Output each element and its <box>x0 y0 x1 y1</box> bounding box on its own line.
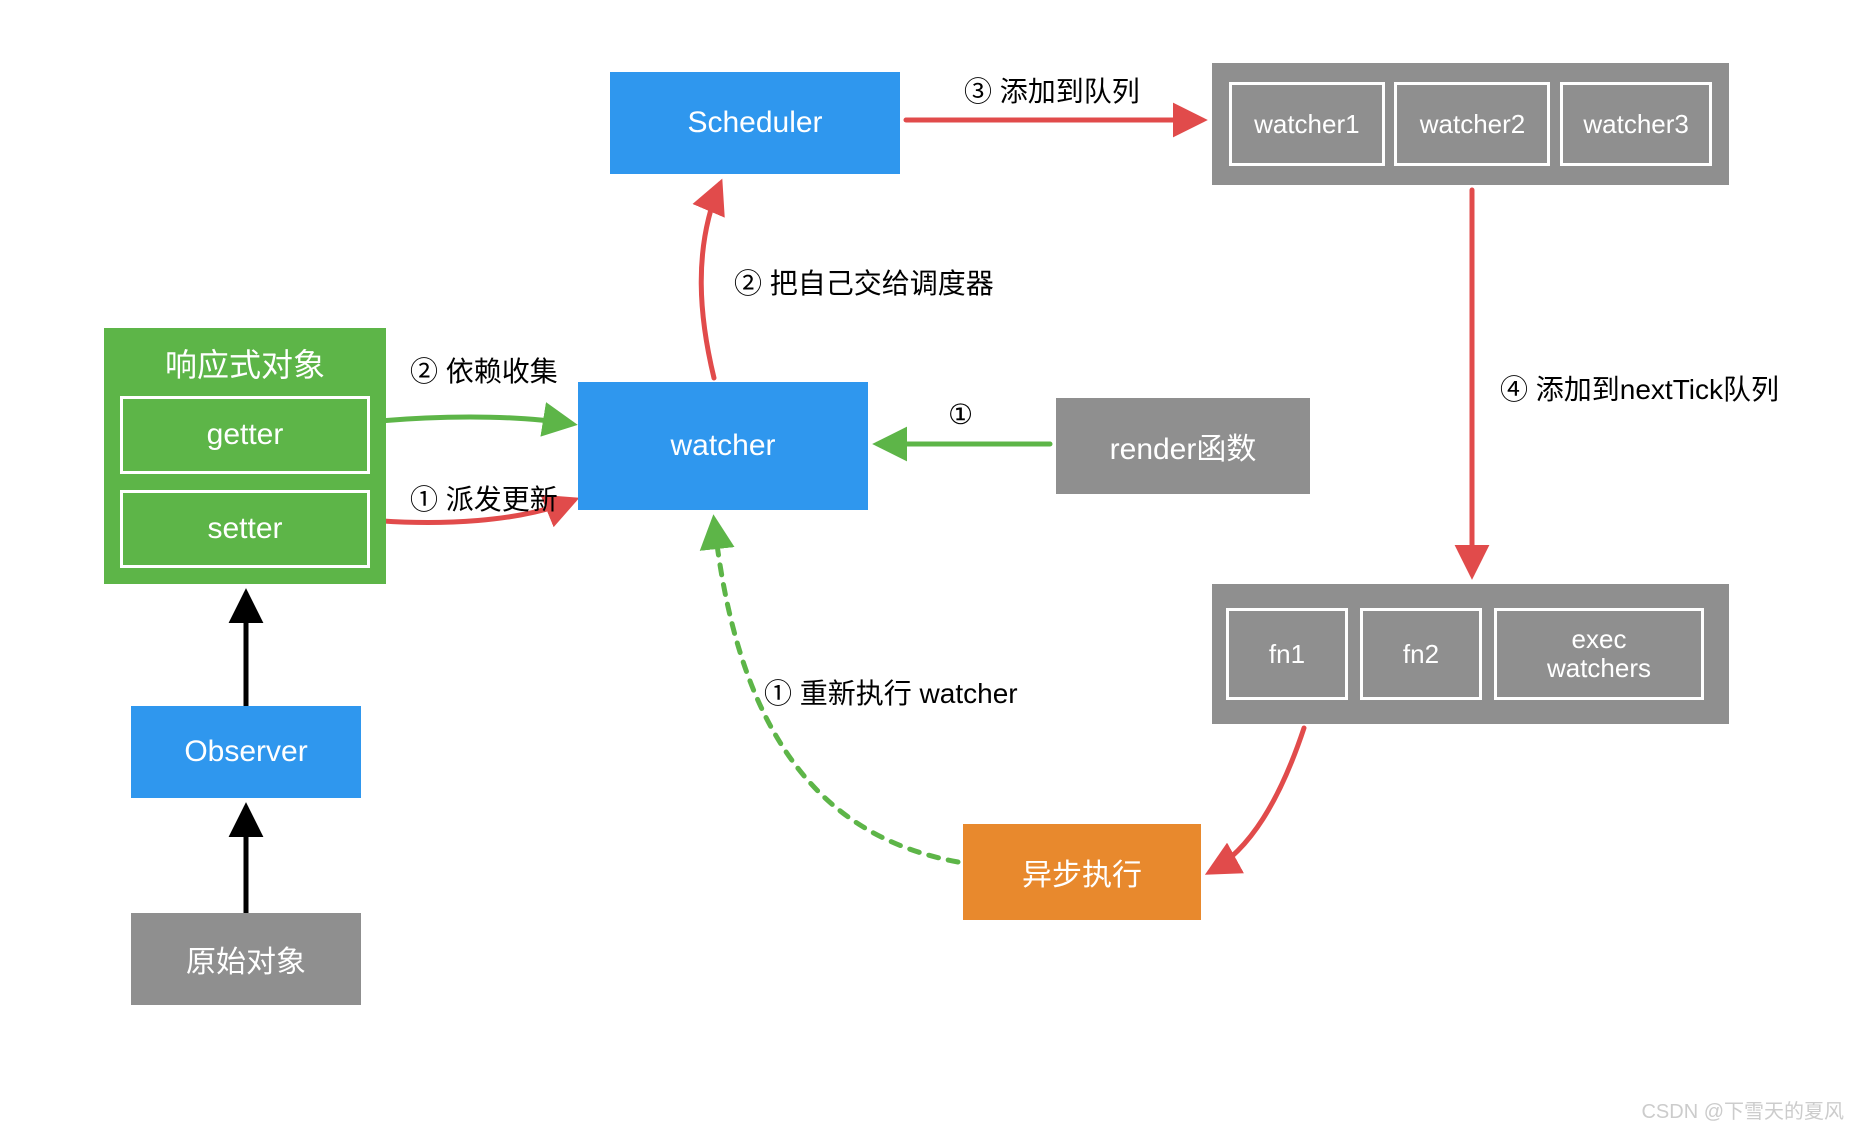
queue-item-watcher2: watcher2 <box>1394 82 1550 166</box>
node-label: getter <box>207 418 284 452</box>
edge-label-add-to-queue: ③ 添加到队列 <box>964 70 1140 110</box>
edge-label-dispatch-update: ① 派发更新 <box>410 478 558 518</box>
node-nexttick-queue: fn1 fn2 exec watchers <box>1212 584 1729 724</box>
node-label: watcher3 <box>1583 109 1689 140</box>
edge-queue2_to_async <box>1210 728 1304 872</box>
node-label: watcher2 <box>1420 109 1526 140</box>
diagram-canvas: 原始对象 Observer 响应式对象 getter setter watche… <box>0 0 1868 1136</box>
edge-label-dep-collect: ② 依赖收集 <box>410 350 558 390</box>
node-watcher-queue: watcher1 watcher2 watcher3 <box>1212 63 1729 185</box>
node-title: 响应式对象 <box>120 340 370 386</box>
edge-label-to-scheduler: ② 把自己交给调度器 <box>734 262 994 302</box>
node-label: Scheduler <box>687 106 822 140</box>
edge-label-rerun-watcher: ① 重新执行 watcher <box>764 672 1018 712</box>
node-label-line2: watchers <box>1547 654 1651 683</box>
node-watcher: watcher <box>578 382 868 510</box>
queue-item-fn2: fn2 <box>1360 608 1482 700</box>
queue-item-watcher1: watcher1 <box>1229 82 1385 166</box>
queue-item-fn1: fn1 <box>1226 608 1348 700</box>
edge-watcher_to_scheduler <box>701 184 720 378</box>
queue-item-watcher3: watcher3 <box>1560 82 1712 166</box>
node-setter: setter <box>120 490 370 568</box>
node-observer: Observer <box>131 706 361 798</box>
node-async-exec: 异步执行 <box>963 824 1201 920</box>
node-raw-object: 原始对象 <box>131 913 361 1005</box>
node-render-fn: render函数 <box>1056 398 1310 494</box>
node-label-line1: exec <box>1572 625 1627 654</box>
node-label: watcher1 <box>1254 109 1360 140</box>
node-label: Observer <box>184 735 307 769</box>
node-scheduler: Scheduler <box>610 72 900 174</box>
node-label: 异步执行 <box>1022 850 1142 894</box>
node-label: watcher <box>670 429 775 463</box>
node-reactive-container: 响应式对象 getter setter <box>104 328 386 584</box>
edge-getter_to_watcher <box>369 417 572 424</box>
node-label: render函数 <box>1110 424 1257 468</box>
edge-label-render-to-watcher: ① <box>948 398 973 431</box>
watermark: CSDN @下雪天的夏风 <box>1641 1095 1844 1124</box>
edge-label-add-to-nexttick: ④ 添加到nextTick队列 <box>1500 368 1779 408</box>
node-label: fn2 <box>1403 639 1439 670</box>
node-label: fn1 <box>1269 639 1305 670</box>
node-getter: getter <box>120 396 370 474</box>
node-label: setter <box>207 512 282 546</box>
node-label: 原始对象 <box>186 937 306 981</box>
queue-item-exec-watchers: exec watchers <box>1494 608 1704 700</box>
